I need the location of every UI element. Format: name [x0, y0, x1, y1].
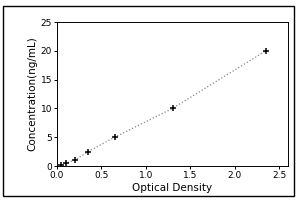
Y-axis label: Concentration(ng/mL): Concentration(ng/mL)	[28, 37, 38, 151]
X-axis label: Optical Density: Optical Density	[132, 183, 213, 193]
